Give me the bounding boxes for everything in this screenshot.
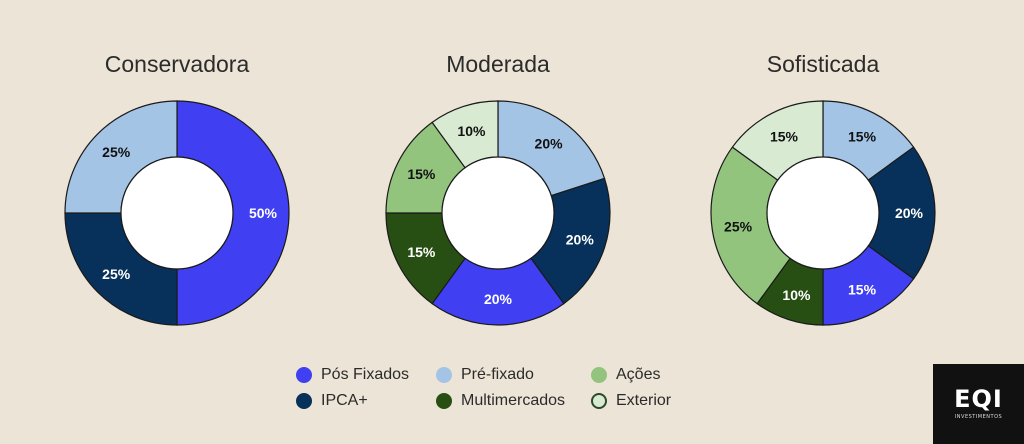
logo-mark: EQI [954,385,1003,413]
slice-label: 10% [457,123,486,139]
slice-label: 15% [407,166,436,182]
legend-item-pos-fixados: Pós Fixados [296,362,436,388]
legend-label-exterior: Exterior [616,392,672,409]
legend-item-exterior: Exterior [591,388,711,414]
slice-label: 25% [102,266,131,282]
legend-label-pos-fixados: Pós Fixados [321,366,410,383]
legend-item-pre-fixado: Pré-fixado [436,362,591,388]
legend-label-ipca: IPCA+ [321,392,368,409]
legend-swatch-pre-fixado [436,367,452,383]
legend-swatch-multimercados [436,393,452,409]
legend: Pós Fixados Pré-fixado Ações IPCA+ Multi… [296,362,711,414]
chart-title: Moderada [446,51,550,77]
slice-label: 20% [566,232,595,248]
legend-swatch-exterior [591,393,607,409]
slice-label: 15% [848,128,877,144]
legend-item-ipca: IPCA+ [296,388,436,414]
legend-item-multimercados: Multimercados [436,388,591,414]
slice-label: 20% [535,135,564,151]
legend-swatch-ipca [296,393,312,409]
slice-label: 15% [770,128,799,144]
legend-label-acoes: Ações [616,366,661,383]
slice-label: 50% [249,205,278,221]
slice-label: 15% [407,244,436,260]
slice-label: 10% [782,287,811,303]
donut-conservadora: Conservadora 50% 25% 25% [64,51,290,326]
donut-hole [766,156,880,270]
slice-label: 25% [724,218,753,234]
slice-label: 15% [848,282,877,298]
logo-subtitle: INVESTIMENTOS [954,414,1003,420]
eqi-logo: EQI INVESTIMENTOS [933,364,1024,444]
chart-title: Conservadora [105,51,250,77]
legend-item-acoes: Ações [591,362,711,388]
legend-label-multimercados: Multimercados [461,392,566,409]
slice-label: 20% [895,205,924,221]
legend-swatch-acoes [591,367,607,383]
donut-hole [120,156,234,270]
legend-label-pre-fixado: Pré-fixado [461,366,534,383]
donut-sofisticada: Sofisticada 15% 20% 15% 10% 25% 15% [710,51,936,326]
donut-moderada: Moderada 20% 20% 20% 15% 15% 10% [385,51,611,326]
chart-title: Sofisticada [767,51,880,77]
legend-swatch-pos-fixados [296,367,312,383]
slice-label: 20% [484,291,513,307]
slice-label: 25% [102,144,131,160]
donut-hole [441,156,555,270]
